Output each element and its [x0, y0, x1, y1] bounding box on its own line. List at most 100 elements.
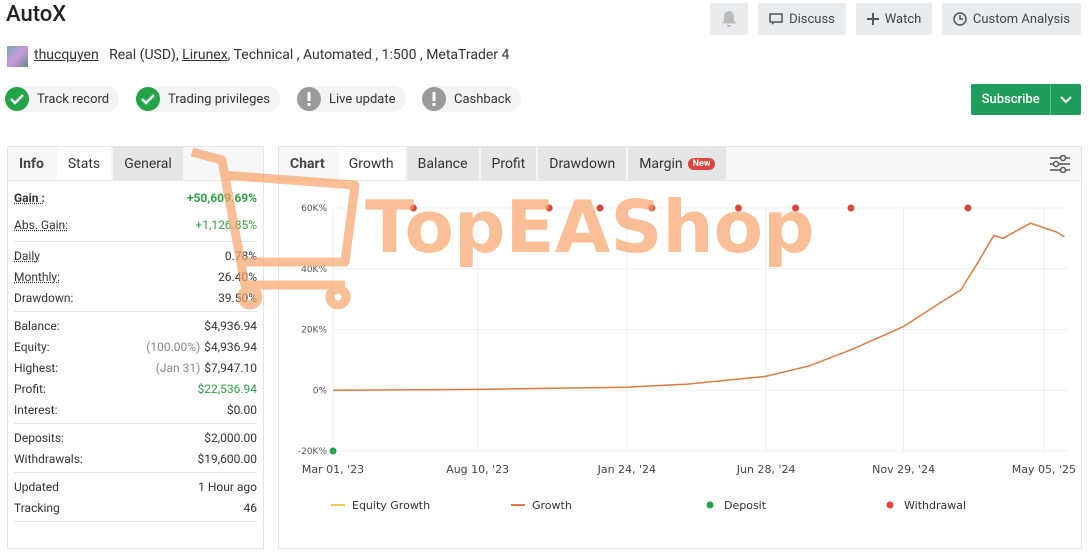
- chart-panel: Chart Growth Balance Profit Drawdown Margin Ne…: [278, 146, 1082, 549]
- subscribe-caret[interactable]: [1050, 84, 1081, 115]
- stats-group: Balance: $4,936.94 Equity: (100.00%) $4,936.…: [14, 312, 257, 424]
- event-dot: [545, 204, 553, 212]
- stats-value-wrap: 39.50%: [218, 291, 257, 305]
- settings-icon[interactable]: [1049, 155, 1071, 173]
- legend-marker: [886, 501, 894, 509]
- legend-label: Growth: [532, 499, 572, 512]
- badge-icon: [297, 87, 321, 111]
- x-tick-label: Aug 10, '23: [446, 463, 509, 476]
- status-badge: Live update: [297, 86, 406, 112]
- stats-value-wrap: $22,536.94: [198, 382, 257, 396]
- stats-row: Equity: (100.00%) $4,936.94: [14, 336, 257, 357]
- x-tick-label: Jan 24, '24: [597, 463, 656, 476]
- avatar: [7, 46, 28, 67]
- stats-label: Monthly:: [14, 269, 60, 284]
- stats-label: Updated: [14, 479, 59, 494]
- stats-label: Interest:: [14, 402, 58, 417]
- chart-tabs: Chart Growth Balance Profit Drawdown Margin Ne…: [279, 147, 1081, 181]
- x-tick-label: Nov 29, '24: [872, 463, 935, 476]
- stats-group: Daily 0.78% Monthly: 26.40% Drawdown: 39.50%: [14, 242, 257, 312]
- stats-tab[interactable]: General: [113, 147, 183, 180]
- legend-label: Deposit: [724, 499, 767, 512]
- stats-value: $0.00: [226, 402, 257, 417]
- stats-value: $4,936.94: [204, 339, 257, 354]
- header-button[interactable]: Discuss: [758, 3, 846, 35]
- stats-value-wrap: $4,936.94: [204, 319, 257, 333]
- badge-label: Track record: [37, 91, 110, 107]
- stats-value: 39.50%: [218, 290, 257, 305]
- stats-row: Highest: (Jan 31) $7,947.10: [14, 357, 257, 378]
- stats-value: +1,126.85%: [195, 217, 257, 232]
- event-dot: [648, 204, 656, 212]
- stats-note: (Jan 31): [155, 360, 201, 375]
- stats-row: Drawdown: 39.50%: [14, 287, 257, 308]
- stats-value-wrap: 1 Hour ago: [198, 480, 257, 494]
- chart: -20K% 0% 20K% 40K% 60K% Mar 01, '23 Aug 10, '2…: [298, 204, 1076, 512]
- status-badge: Trading privileges: [136, 86, 280, 112]
- event-dot: [847, 204, 855, 212]
- badge-icon: [422, 87, 446, 111]
- stats-label: Abs. Gain:: [14, 217, 69, 232]
- stats-tabs: Info Stats General: [8, 147, 263, 181]
- page-title: AutoX: [6, 2, 67, 27]
- stats-row: Tracking 46: [14, 497, 257, 518]
- stats-tab[interactable]: Info: [19, 155, 44, 172]
- badge-label: Trading privileges: [168, 91, 270, 107]
- chart-tab[interactable]: Balance: [406, 147, 479, 180]
- stats-row: Gain : +50,609.69%: [14, 184, 257, 211]
- new-badge: New: [687, 157, 716, 170]
- user-link[interactable]: thucquyen: [34, 47, 99, 63]
- notify-button[interactable]: [710, 3, 748, 35]
- chart-tab[interactable]: Drawdown: [538, 147, 627, 180]
- account-line: thucquyen Real (USD), Lirunex, Technical…: [34, 47, 509, 63]
- stats-row: Deposits: $2,000.00: [14, 427, 257, 448]
- y-tick-label: -20K%: [298, 447, 328, 457]
- stats-value: $19,600.00: [197, 451, 257, 466]
- stats-value-wrap: 0.78%: [225, 249, 257, 263]
- stats-value: 26.40%: [218, 269, 257, 284]
- chart-tab[interactable]: Margin New: [628, 147, 727, 180]
- stats-label: Deposits:: [14, 430, 64, 445]
- stats-group: Updated 1 Hour ago Tracking 46: [14, 473, 257, 522]
- stats-value-wrap: (Jan 31) $7,947.10: [156, 361, 257, 375]
- subscribe-label: Subscribe: [981, 92, 1040, 107]
- y-tick-label: 60K%: [301, 204, 327, 214]
- header-button[interactable]: Custom Analysis: [942, 3, 1081, 35]
- header-button[interactable]: Watch: [856, 3, 932, 35]
- stats-label: Tracking: [14, 500, 60, 515]
- growth-line: [332, 222, 1065, 391]
- event-dot: [329, 447, 337, 455]
- legend-marker: [706, 501, 714, 509]
- subscribe-button[interactable]: Subscribe: [971, 84, 1081, 115]
- stats-label: Profit:: [14, 381, 46, 396]
- legend-label: Withdrawal: [904, 499, 966, 512]
- stats-value-wrap: +50,609.69%: [187, 191, 257, 205]
- chart-tab[interactable]: Profit: [480, 147, 537, 180]
- stats-row: Daily 0.78%: [14, 245, 257, 266]
- stats-value: $7,947.10: [204, 360, 257, 375]
- y-tick-label: 40K%: [301, 265, 327, 275]
- stats-groups: Gain : +50,609.69% Abs. Gain: +1,126.85% Dai…: [8, 181, 263, 522]
- status-badge: Track record: [5, 86, 120, 112]
- button-label: Custom Analysis: [972, 11, 1071, 27]
- stats-tab[interactable]: Stats: [56, 147, 112, 180]
- stats-value-wrap: 46: [244, 501, 258, 515]
- stats-value-wrap: $2,000.00: [204, 431, 257, 445]
- stats-label: Gain :: [14, 190, 45, 205]
- event-dot: [734, 204, 742, 212]
- stats-value-wrap: +1,126.85%: [195, 218, 257, 232]
- stats-row: Updated 1 Hour ago: [14, 476, 257, 497]
- stats-row: Monthly: 26.40%: [14, 266, 257, 287]
- account-details: , Technical , Automated , 1:500 , MetaTr…: [227, 47, 510, 63]
- y-tick-label: 0%: [313, 386, 328, 396]
- broker-link[interactable]: Lirunex: [182, 47, 228, 63]
- stats-value-wrap: (100.00%) $4,936.94: [146, 340, 257, 354]
- x-tick-label: Jun 28, '24: [736, 463, 796, 476]
- chart-tab[interactable]: Growth: [337, 147, 405, 180]
- stats-value-wrap: $0.00: [227, 403, 257, 417]
- stats-group: Gain : +50,609.69% Abs. Gain: +1,126.85%: [14, 181, 257, 242]
- button-label: Discuss: [789, 11, 835, 27]
- status-badge: Cashback: [422, 86, 522, 112]
- stats-row: Balance: $4,936.94: [14, 315, 257, 336]
